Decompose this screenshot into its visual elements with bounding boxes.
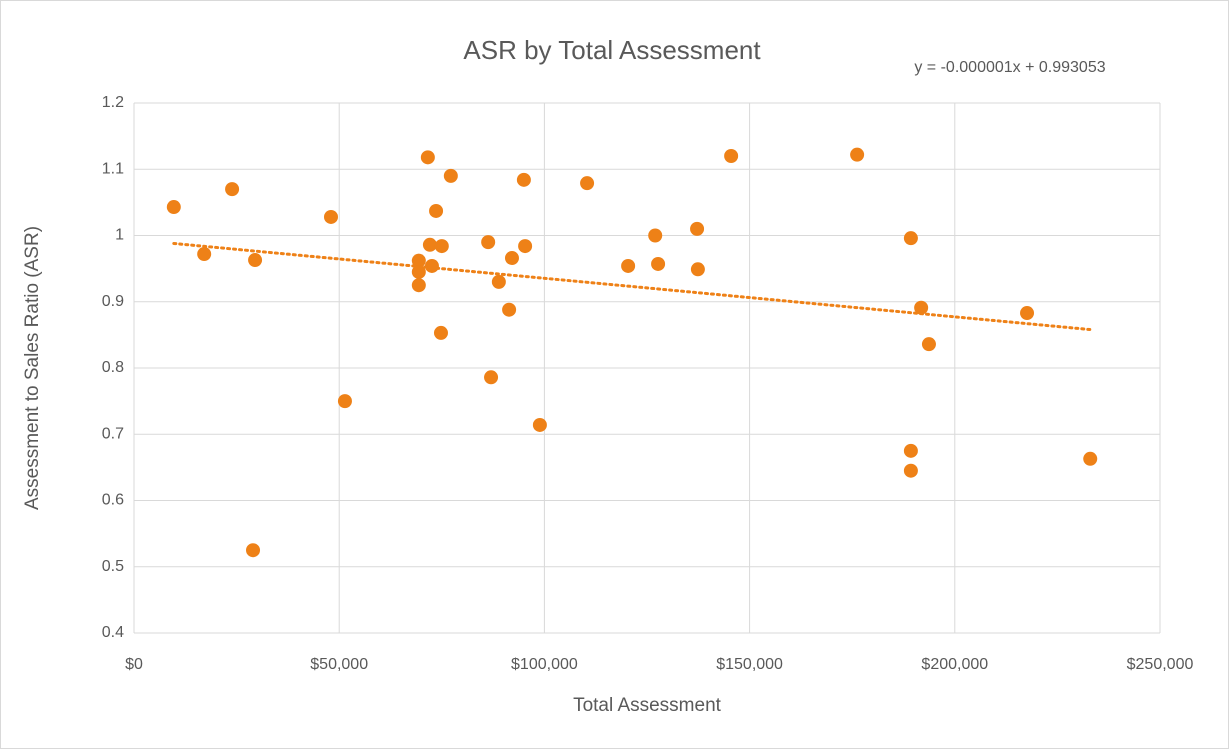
data-point [903, 463, 918, 478]
data-point [484, 370, 499, 385]
data-point [648, 228, 663, 243]
data-point [651, 256, 666, 271]
data-point [323, 209, 338, 224]
y-tick-label: 1 [115, 227, 124, 244]
data-point [690, 262, 705, 277]
data-point [248, 253, 263, 268]
data-point [903, 231, 918, 246]
data-point [921, 337, 936, 352]
y-tick-label: 0.7 [102, 425, 124, 442]
trendline-equation: y = -0.000001x + 0.993053 [914, 59, 1105, 76]
data-point [532, 417, 547, 432]
x-tick-label: $50,000 [310, 656, 368, 673]
y-tick-label: 0.8 [102, 359, 124, 376]
y-tick-label: 0.5 [102, 558, 124, 575]
data-point [516, 172, 531, 187]
data-point [580, 176, 595, 191]
data-point [690, 221, 705, 236]
x-tick-label: $250,000 [1127, 656, 1194, 673]
data-point [166, 200, 181, 215]
trendline [172, 241, 1092, 332]
data-point [443, 168, 458, 183]
data-point [481, 235, 496, 250]
data-point [518, 239, 533, 254]
data-point [420, 150, 435, 165]
data-point [1020, 306, 1035, 321]
x-tick-label: $0 [125, 656, 143, 673]
data-point [903, 443, 918, 458]
data-point [411, 278, 426, 293]
data-point [411, 264, 426, 279]
data-point [337, 394, 352, 409]
data-point [422, 237, 437, 252]
x-axis-title: Total Assessment [573, 695, 722, 716]
data-point [850, 147, 865, 162]
x-tick-label: $200,000 [921, 656, 988, 673]
data-point [491, 274, 506, 289]
y-tick-label: 1.1 [102, 160, 124, 177]
data-point [246, 543, 261, 558]
y-tick-label: 0.9 [102, 293, 124, 310]
data-point [429, 203, 444, 218]
data-point [434, 239, 449, 254]
y-tick-label: 0.4 [102, 624, 124, 641]
x-tick-label: $150,000 [716, 656, 783, 673]
data-point [1083, 451, 1098, 466]
x-tick-label: $100,000 [511, 656, 578, 673]
data-point [724, 149, 739, 163]
data-point [433, 325, 448, 340]
data-point [424, 258, 439, 273]
y-tick-label: 0.6 [102, 492, 124, 509]
data-point [197, 247, 212, 262]
data-point [914, 300, 929, 315]
y-tick-label: 1.2 [102, 94, 124, 111]
data-point [225, 182, 240, 197]
y-axis-title: Assessment to Sales Ratio (ASR) [22, 226, 43, 510]
data-point [502, 302, 517, 317]
chart-title: ASR by Total Assessment [463, 35, 761, 65]
data-point [411, 253, 426, 268]
data-point [621, 258, 636, 273]
data-point [504, 251, 519, 266]
